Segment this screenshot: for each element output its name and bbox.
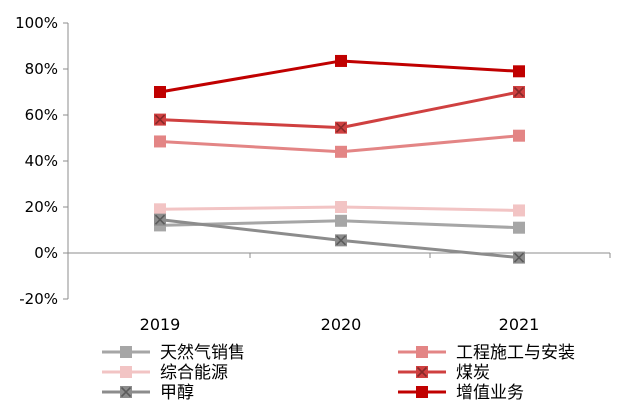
data-point (335, 54, 347, 67)
legend-label: 甲醇 (160, 383, 194, 403)
legend-entry: 天然气销售 (102, 343, 245, 363)
legend-entry: 增值业务 (398, 383, 524, 403)
legend-label: 增值业务 (456, 383, 524, 403)
data-point (335, 121, 347, 134)
data-point-cross (154, 214, 166, 225)
data-point (154, 213, 166, 226)
data-point-cross (335, 122, 347, 133)
data-point-cross (513, 86, 525, 98)
legend-marker (416, 366, 428, 378)
data-point (154, 135, 166, 148)
y-tick-label: 60% (25, 106, 58, 124)
legend-marker-cross (416, 366, 428, 378)
y-tick-label: -20% (19, 290, 58, 308)
data-point (513, 251, 525, 264)
legend-marker (120, 366, 132, 378)
y-tick-label: 0% (34, 244, 58, 262)
legend-entry: 综合能源 (102, 363, 228, 383)
series-4 (154, 86, 525, 134)
series-5 (154, 54, 525, 98)
legend-marker (416, 386, 428, 398)
legend-marker (120, 346, 132, 358)
legend-label: 综合能源 (160, 363, 228, 383)
data-point (513, 204, 525, 217)
data-point (513, 86, 525, 98)
data-point (154, 113, 166, 126)
legend-label: 天然气销售 (160, 343, 245, 363)
series-layer (154, 54, 525, 264)
legend-label: 工程施工与安装 (456, 343, 575, 363)
data-point (513, 221, 525, 234)
x-tick-label: 2019 (140, 315, 181, 334)
legend-label: 煤炭 (456, 363, 490, 383)
y-tick-label: 80% (25, 60, 58, 78)
y-tick-label: 40% (25, 152, 58, 170)
x-tick-label: 2021 (499, 315, 540, 334)
data-point-cross (513, 252, 525, 263)
series-2 (154, 213, 525, 264)
data-point (335, 145, 347, 158)
data-point-cross (154, 114, 166, 125)
data-point (335, 201, 347, 213)
data-point (513, 65, 525, 78)
legend-entry: 煤炭 (398, 363, 490, 383)
legend-entry: 甲醇 (102, 383, 194, 403)
legend-marker (416, 346, 428, 358)
data-point (335, 234, 347, 247)
axes: -20% 0% 20% 40% 60% 80% 100% 2019 2020 2021 (15, 14, 611, 334)
x-tick-label: 2020 (321, 315, 362, 334)
legend-marker (120, 386, 132, 398)
data-point-cross (335, 235, 347, 246)
y-tick-label: 100% (15, 14, 58, 32)
data-point (154, 86, 166, 98)
y-tick-label: 20% (25, 198, 58, 216)
legend-marker-cross (120, 386, 132, 398)
data-point (154, 203, 166, 216)
series-3 (154, 129, 525, 158)
data-point (335, 214, 347, 227)
legend-entry: 工程施工与安装 (398, 343, 575, 363)
series-1 (154, 201, 525, 217)
data-point (513, 129, 525, 142)
